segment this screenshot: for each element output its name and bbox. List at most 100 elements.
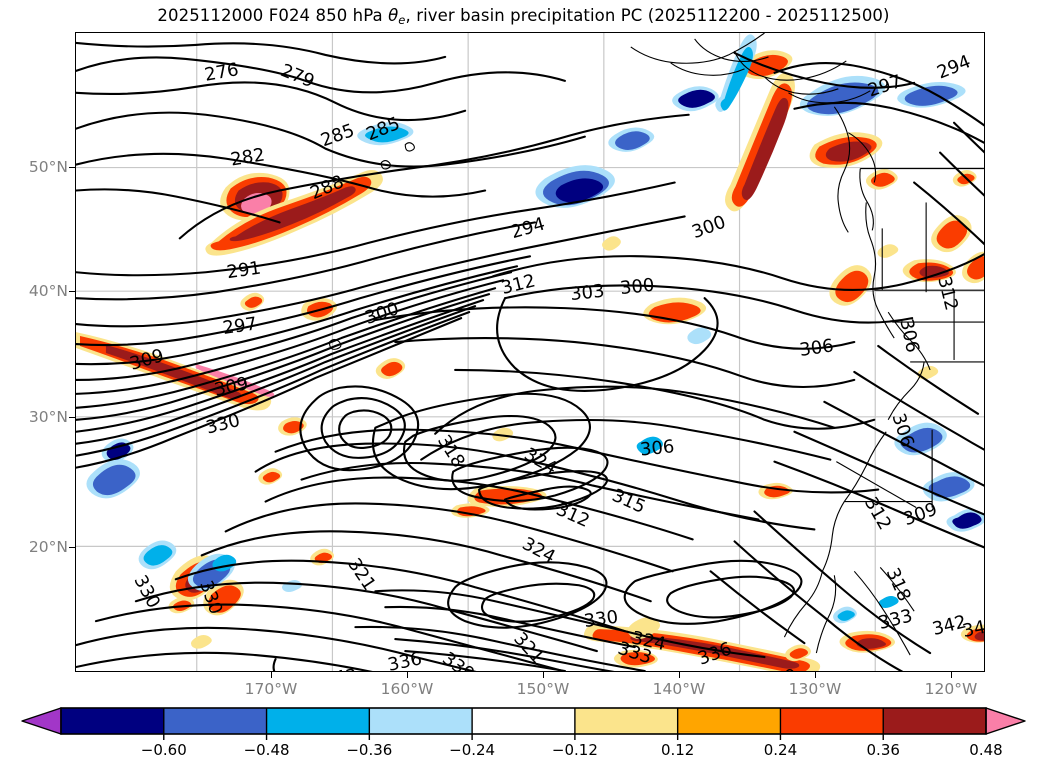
- shaded-blob: [877, 244, 899, 258]
- title-valid-range: (2025112200 - 2025112500): [647, 6, 890, 25]
- shaded-blob: [687, 327, 712, 345]
- contour-label: 330: [129, 572, 164, 612]
- colorbar-segments: [21, 707, 1026, 735]
- shaded-blob: [190, 635, 212, 649]
- contour-label: 297: [221, 313, 258, 339]
- shaded-blob: [962, 251, 984, 284]
- shaded-blob: [608, 127, 655, 152]
- shaded-blob: [535, 165, 615, 208]
- colorbar-tick-marks: [163, 734, 884, 740]
- x-tick-label: 160°W: [380, 680, 434, 698]
- contour-label: 339: [761, 665, 799, 671]
- colorbar-level-label: 0.36: [866, 741, 900, 759]
- shaded-blob: [258, 468, 283, 485]
- contour-label: 312: [553, 499, 593, 532]
- shaded-blob: [946, 509, 984, 532]
- x-tick-mark: [543, 672, 545, 678]
- colorbar-level-label: −0.60: [140, 741, 187, 759]
- colorbar-level-label: −0.12: [551, 741, 598, 759]
- y-tick-mark: [69, 417, 75, 419]
- colorbar-segment: [677, 708, 781, 734]
- coastlines: [328, 33, 984, 656]
- shaded-blob: [931, 215, 972, 253]
- y-tick-label: 50°N: [28, 158, 68, 176]
- x-tick-label: 170°W: [244, 680, 298, 698]
- contour-label: 330: [583, 607, 620, 633]
- shaded-blob: [785, 644, 811, 662]
- title-variable-subscript: e: [398, 13, 406, 28]
- y-tick-label: 30°N: [28, 408, 68, 426]
- shaded-blob: [138, 540, 177, 570]
- title-field-description: river basin precipitation PC: [416, 6, 643, 25]
- colorbar-outline: [60, 707, 987, 735]
- y-tick-label: 20°N: [28, 538, 68, 556]
- theta-e-contours: [76, 41, 984, 671]
- shaded-blob: [917, 365, 939, 380]
- contour-label: 279: [278, 60, 318, 92]
- shaded-blob: [672, 86, 719, 112]
- colorbar-canvas: [21, 707, 1026, 740]
- x-tick-mark: [815, 672, 817, 678]
- contour-label: 285: [318, 120, 357, 151]
- colorbar-tick-labels: −0.60 −0.48 −0.36 −0.24 −0.12 0.12 0.24 0.36 0.4…: [0, 739, 1047, 763]
- colorbar-segment: [163, 708, 267, 734]
- shaded-blob: [799, 75, 886, 116]
- shaded-blob: [829, 265, 872, 306]
- title-variable-symbol: θ: [388, 6, 399, 25]
- contour-label: 306: [798, 335, 835, 361]
- x-tick-mark: [679, 672, 681, 678]
- shaded-blob: [613, 649, 658, 668]
- y-tick-label: 40°N: [28, 282, 68, 300]
- map-canvas: 276 279 282 285 288 291 297 294 300 303 …: [76, 33, 984, 671]
- map-plot-area[interactable]: 276 279 282 285 288 291 297 294 300 303 …: [75, 32, 985, 672]
- shaded-blob: [897, 81, 966, 108]
- shaded-blob: [602, 236, 621, 251]
- x-tick-mark: [951, 672, 953, 678]
- x-tick-mark: [407, 672, 409, 678]
- colorbar[interactable]: [0, 704, 1047, 740]
- contour-label: 303: [569, 281, 605, 305]
- contour-label: 342: [961, 614, 984, 642]
- y-tick-mark: [69, 291, 75, 293]
- colorbar-level-label: 0.48: [969, 741, 1003, 759]
- colorbar-over-arrow: [985, 707, 1026, 735]
- y-tick-mark: [69, 547, 75, 549]
- shaded-blob: [960, 624, 984, 643]
- colorbar-segment: [780, 708, 884, 734]
- contour-label: 312: [933, 274, 962, 312]
- shaded-blob: [240, 292, 265, 311]
- shaded-blob: [357, 122, 414, 146]
- x-tick-label: 140°W: [652, 680, 706, 698]
- shaded-blob: [86, 459, 140, 499]
- colorbar-level-label: −0.24: [449, 741, 496, 759]
- contour-label: 312: [860, 494, 895, 534]
- title-level: 850 hPa: [315, 6, 383, 25]
- y-tick-mark: [69, 167, 75, 169]
- title-init-time: 2025112000: [157, 6, 264, 25]
- contour-label: 321: [509, 628, 548, 667]
- contour-label: 294: [509, 214, 548, 244]
- contour-label: 294: [934, 51, 974, 83]
- x-tick-mark: [271, 672, 273, 678]
- colorbar-level-label: −0.48: [243, 741, 290, 759]
- shaded-blob: [375, 358, 406, 379]
- contour-label: 300: [619, 275, 655, 299]
- shaded-blob: [715, 34, 757, 112]
- shaded-blob: [725, 72, 795, 212]
- contour-label: 291: [225, 258, 262, 284]
- title-forecast-hour: F024: [268, 6, 311, 25]
- shaded-blob: [833, 606, 857, 624]
- contour-label: 339: [438, 648, 478, 671]
- contour-label: 282: [229, 144, 266, 170]
- shaded-blob: [839, 630, 896, 653]
- colorbar-segment: [574, 708, 678, 734]
- x-tick-label: 130°W: [788, 680, 842, 698]
- x-tick-label: 120°W: [924, 680, 978, 698]
- colorbar-level-label: 0.12: [660, 741, 695, 759]
- title-comma: ,: [405, 6, 411, 25]
- shaded-blob: [865, 169, 898, 190]
- colorbar-segment: [472, 708, 575, 734]
- shaded-blob: [205, 169, 383, 256]
- colorbar-segment: [883, 708, 986, 734]
